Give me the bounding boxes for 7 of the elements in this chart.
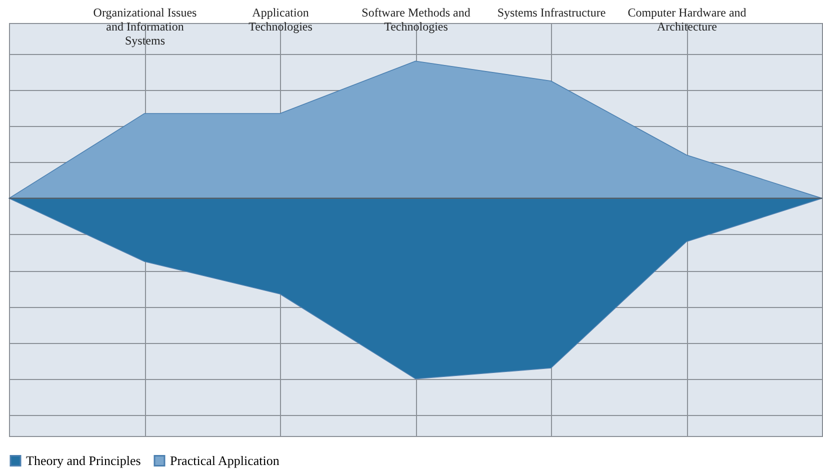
legend-label: Theory and Principles [26,452,141,468]
x-tick-label: Organizational Issues and Information Systems [93,6,198,48]
x-tick-label: Software Methods and Technologies [362,6,470,34]
legend-label: Practical Application [170,452,280,468]
x-tick-label: Application Technologies [248,6,313,34]
x-tick-label: Computer Hardware and Architecture [628,6,746,34]
x-tick-label: Systems Infrastructure [497,6,606,20]
